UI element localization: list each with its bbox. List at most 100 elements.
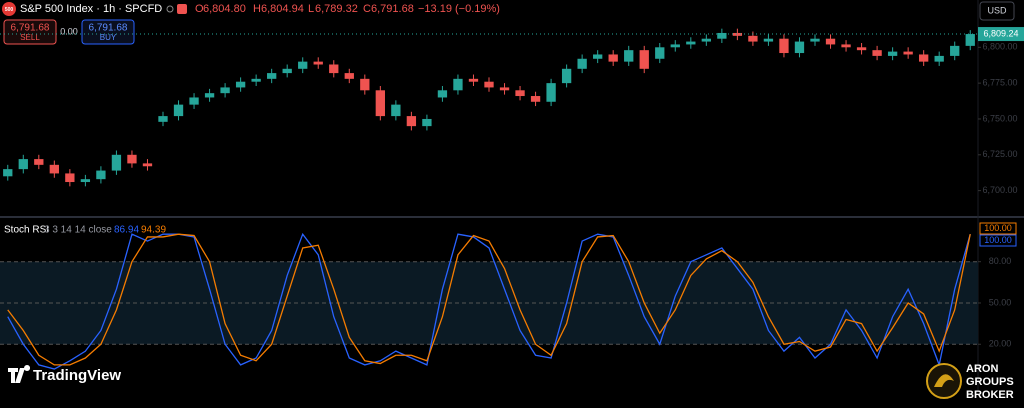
candle-body xyxy=(872,50,882,56)
candle-body xyxy=(950,45,960,56)
candle-body xyxy=(158,116,168,122)
last-value-label: 100.00 xyxy=(984,223,1012,233)
candle-body xyxy=(267,73,277,79)
ohlc-l-label: L xyxy=(308,3,314,15)
candle-body xyxy=(391,104,401,117)
y-tick-label: 80.00 xyxy=(989,256,1012,266)
ohlc-h-value: 6,804.94 xyxy=(261,3,304,15)
candle-body xyxy=(313,61,323,65)
candle-body xyxy=(779,38,789,54)
candle-body xyxy=(406,116,417,127)
candle-body xyxy=(577,58,587,69)
candle-body xyxy=(546,83,556,102)
candle-body xyxy=(965,34,975,46)
last-price-tag xyxy=(978,27,1024,42)
candle-body xyxy=(235,81,246,88)
symbol-logo-text: 500 xyxy=(5,7,14,13)
tradingview-wordmark: TradingView xyxy=(33,367,121,384)
candle-body xyxy=(204,93,215,98)
candle-body xyxy=(841,44,851,48)
candle-body xyxy=(360,78,370,91)
candle-body xyxy=(484,81,494,88)
indicator-params: 3 3 14 14 close xyxy=(44,225,112,236)
symbol-logo xyxy=(2,2,16,16)
candle-body xyxy=(49,164,59,174)
candle-body xyxy=(686,41,696,45)
candle-body xyxy=(670,44,680,48)
change: −13.19 (−0.19%) xyxy=(418,3,500,15)
candle-body xyxy=(251,78,261,82)
currency-button[interactable] xyxy=(979,1,1015,21)
candle-body xyxy=(468,78,479,82)
sell-price: 6,791.68 xyxy=(11,23,50,34)
last-value-tag xyxy=(979,234,1017,247)
y-tick-label: 6,700.00 xyxy=(982,185,1017,195)
sell-label: SELL xyxy=(20,33,40,42)
sell-button[interactable] xyxy=(3,19,57,45)
buy-label: BUY xyxy=(100,33,117,42)
y-tick-label: 6,775.00 xyxy=(982,78,1017,88)
ohlc-o-value: 6,804.80 xyxy=(203,3,246,15)
candle-body xyxy=(903,51,913,55)
ohlc-c-label: C xyxy=(363,3,371,15)
ohlc-c-value: 6,791.68 xyxy=(371,3,414,15)
y-tick-label: 20.00 xyxy=(989,339,1012,349)
ohlc-l-value: 6,789.32 xyxy=(315,3,358,15)
candle-body xyxy=(96,170,106,180)
candle-body xyxy=(934,55,944,62)
candle-body xyxy=(282,68,292,74)
spread: 0.00 xyxy=(60,26,78,36)
broker-name-3: BROKER xyxy=(966,389,1014,401)
currency: USD xyxy=(987,5,1007,15)
tradingview-icon xyxy=(8,365,31,383)
candle-body xyxy=(18,159,28,170)
candle-body xyxy=(111,154,122,171)
candle-body xyxy=(810,38,820,42)
candle-body xyxy=(608,54,618,62)
candle-body xyxy=(639,50,649,69)
candle-body xyxy=(748,35,758,42)
last-value-tag xyxy=(979,222,1017,235)
band xyxy=(0,261,978,345)
candle-body xyxy=(515,90,525,97)
candle-body xyxy=(794,41,805,54)
candle-body xyxy=(825,38,836,45)
broker-name-2: GROUPS xyxy=(966,376,1014,388)
candle-body xyxy=(65,173,75,183)
candle-body xyxy=(732,32,743,36)
market-status xyxy=(166,5,174,13)
stoch-line xyxy=(7,232,971,370)
indicator-icon xyxy=(177,4,187,14)
candle-body xyxy=(453,78,463,91)
candle-body xyxy=(127,154,137,164)
candle-body xyxy=(655,47,665,59)
y-tick-label: 6,725.00 xyxy=(982,149,1017,159)
buy-button[interactable] xyxy=(81,19,135,45)
candle-body xyxy=(919,54,929,62)
ohlc-o-label: O xyxy=(195,3,204,15)
candle-body xyxy=(561,68,572,84)
candle-body xyxy=(329,64,339,74)
ohlc-h-label: H xyxy=(253,3,261,15)
y-tick-label: 6,800.00 xyxy=(982,42,1017,52)
candle-body xyxy=(856,47,867,51)
candle-body xyxy=(422,118,432,127)
y-tick-label: 6,750.00 xyxy=(982,113,1017,123)
candle-body xyxy=(344,73,354,79)
candle-body xyxy=(189,97,199,105)
y-tick-label: 50.00 xyxy=(989,297,1012,307)
legend-value: 86.94 xyxy=(114,225,139,236)
legend-value: 94.39 xyxy=(141,225,166,236)
last-price-label: 6,809.24 xyxy=(983,28,1018,38)
candle-body xyxy=(298,61,308,69)
candle-body xyxy=(3,169,13,177)
candle-body xyxy=(34,159,44,165)
indicator-title: Stoch RSI xyxy=(4,225,49,236)
stoch-line xyxy=(7,233,971,366)
broker-name-1: ARON xyxy=(966,363,998,375)
candle-body xyxy=(142,163,153,167)
broker-logo-mark xyxy=(934,374,954,387)
symbol-title[interactable]: S&P 500 Index · 1h · SPCFD xyxy=(20,3,162,15)
candle-body xyxy=(375,90,385,117)
